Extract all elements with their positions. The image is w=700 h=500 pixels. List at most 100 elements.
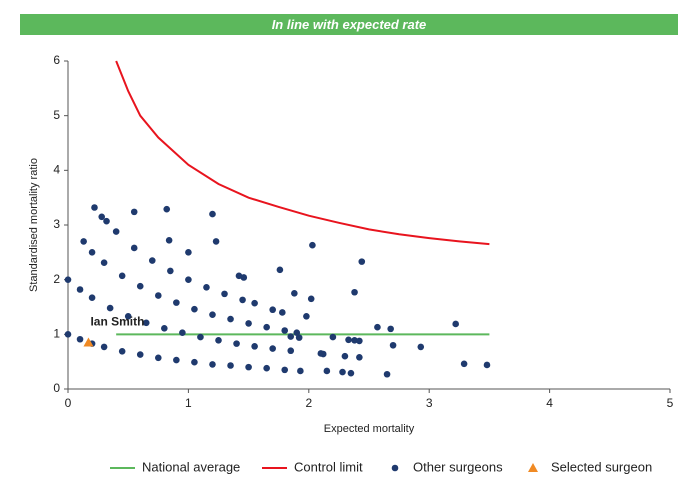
point <box>309 241 316 249</box>
point <box>106 304 114 312</box>
point <box>209 311 216 318</box>
point <box>341 352 349 360</box>
y-tick-label: 2 <box>53 272 60 286</box>
x-tick-label: 3 <box>426 396 433 410</box>
x-tick-label: 2 <box>305 396 312 410</box>
point <box>483 361 491 369</box>
point <box>291 290 298 297</box>
x-tick-label: 4 <box>546 396 553 410</box>
point <box>251 343 258 350</box>
selected-point <box>83 337 94 347</box>
point <box>383 370 391 378</box>
point <box>209 210 216 218</box>
point <box>161 325 168 332</box>
point <box>389 341 397 349</box>
series-line <box>115 60 490 246</box>
y-axis-label: Standardised mortality ratio <box>28 158 40 292</box>
point <box>323 367 331 375</box>
legend-swatch <box>528 463 538 472</box>
point <box>245 320 252 327</box>
point <box>130 208 138 216</box>
point <box>269 306 276 314</box>
point <box>64 331 72 338</box>
y-tick-label: 1 <box>53 327 60 341</box>
legend-label: Selected surgeon <box>551 459 652 474</box>
point <box>281 327 289 334</box>
point <box>374 323 381 331</box>
point <box>345 336 352 344</box>
y-tick-label: 3 <box>53 217 60 231</box>
point <box>167 267 174 275</box>
point <box>179 329 186 336</box>
legend-swatch <box>391 464 399 472</box>
point <box>124 312 132 320</box>
point <box>173 299 180 306</box>
point <box>347 369 355 377</box>
point <box>269 345 276 352</box>
point <box>251 299 258 307</box>
point <box>351 337 358 344</box>
point <box>112 228 120 235</box>
point <box>209 361 216 368</box>
y-tick-label: 5 <box>53 108 60 122</box>
point <box>227 362 234 369</box>
y-tick-label: 4 <box>53 163 60 177</box>
point <box>155 292 162 299</box>
point <box>417 343 425 351</box>
point <box>227 315 234 323</box>
point <box>98 213 106 221</box>
point <box>221 290 228 298</box>
point <box>351 288 358 296</box>
point <box>197 333 204 341</box>
point <box>191 358 198 366</box>
point <box>276 266 284 274</box>
x-tick-label: 5 <box>667 396 674 410</box>
point <box>356 353 363 361</box>
point <box>118 347 126 355</box>
point <box>155 354 162 362</box>
point <box>233 340 240 347</box>
point <box>297 367 304 375</box>
point <box>245 363 252 371</box>
point <box>387 325 394 333</box>
point <box>136 282 144 290</box>
x-tick-label: 0 <box>65 396 72 410</box>
legend-label: National average <box>142 459 240 474</box>
point <box>142 319 150 327</box>
point <box>130 244 138 252</box>
point <box>136 351 144 358</box>
status-banner: In line with expected rate <box>20 14 678 35</box>
point <box>263 323 270 331</box>
point <box>460 360 468 368</box>
point <box>452 320 459 328</box>
point <box>295 334 303 341</box>
y-tick-label: 0 <box>53 381 60 395</box>
point <box>215 337 222 344</box>
point <box>203 284 210 291</box>
point <box>329 333 337 341</box>
point <box>319 350 327 358</box>
point <box>88 249 96 256</box>
point <box>165 237 173 244</box>
point <box>307 295 315 303</box>
point <box>339 368 346 376</box>
point <box>91 204 98 211</box>
point <box>185 249 192 256</box>
point <box>279 309 286 316</box>
point <box>100 343 108 351</box>
point <box>185 276 192 283</box>
point <box>88 294 96 302</box>
point <box>80 238 87 245</box>
point <box>191 305 198 313</box>
point <box>293 329 301 336</box>
point <box>240 274 248 281</box>
point <box>64 276 72 283</box>
point <box>76 335 84 343</box>
legend: National average Control limit Other surge… <box>110 459 652 474</box>
point <box>263 364 270 372</box>
point <box>76 286 84 293</box>
point-label: Ian Smith <box>90 315 144 329</box>
point <box>163 205 171 213</box>
legend-label: Other surgeons <box>413 459 503 474</box>
